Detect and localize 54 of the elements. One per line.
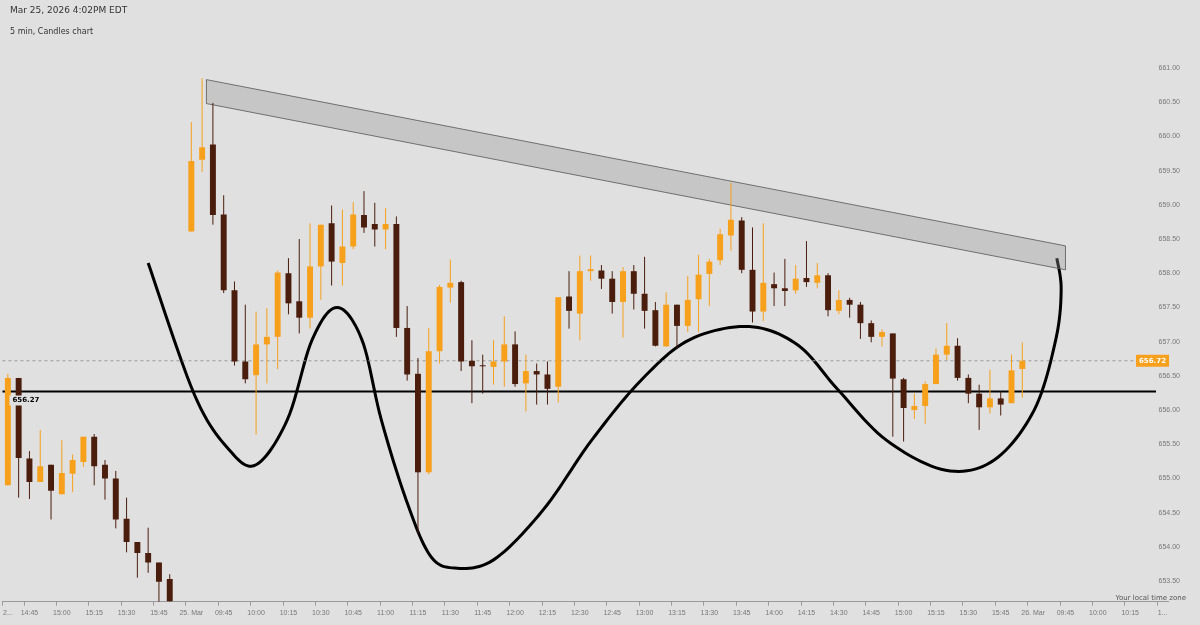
candlestick [609,270,616,315]
candlestick [468,339,475,404]
candlestick [976,384,983,431]
candlestick [522,354,529,412]
candlestick [846,297,853,319]
candlestick [371,202,378,248]
candlestick [26,450,33,500]
candlestick [986,369,993,414]
candlestick [814,262,821,289]
candlestick [544,360,551,406]
candlestick [69,454,76,493]
candlestick [501,315,508,388]
candlestick [911,393,918,420]
candlestick [123,497,130,553]
candlestick [1019,341,1026,399]
candlestick [792,264,799,295]
candlestick [37,429,44,483]
candlestick [879,328,885,347]
candlestick [102,459,108,501]
candlestick [533,363,540,406]
candlestick [835,289,842,315]
candlestick [134,541,141,579]
candlestick [382,207,389,250]
candlestick [943,322,950,361]
candlestick [58,439,65,495]
candlestick [566,270,573,330]
candlestick [771,272,778,307]
candlestick [965,373,972,404]
candlestick [641,256,648,330]
candlestick [922,380,929,425]
candlestick [199,77,206,173]
chart-subtitle: Mar 25, 2026 4:02PM EDT [10,5,128,15]
candlestick [868,319,875,343]
candlestick [296,238,303,334]
candlestick [242,304,249,384]
candlestick [263,307,270,384]
candlestick [630,264,637,310]
candlestick [706,258,713,307]
candlestick [479,354,486,395]
candlestick [145,527,152,574]
candlestick [598,264,605,290]
candlestick [857,301,864,340]
candlestick [447,259,454,304]
candlestick [339,209,346,287]
candlestick [727,182,734,252]
candlestick [674,304,680,349]
candlestick [155,562,162,603]
candlestick [997,391,1004,417]
chart-title: 5 min, Candles chart [10,27,94,36]
candlestick [361,190,367,234]
candlestick [166,573,173,603]
candlestick [490,339,497,386]
candlestick [587,254,594,282]
candlestick [781,258,788,307]
